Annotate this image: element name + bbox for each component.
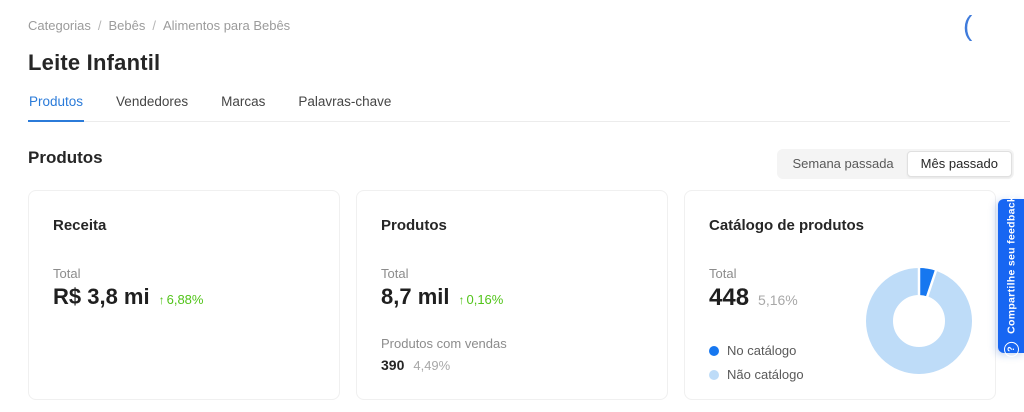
up-arrow-icon: ↑	[158, 293, 165, 307]
breadcrumb-separator: /	[97, 18, 102, 33]
toggle-mes-passado[interactable]: Mês passado	[906, 151, 1012, 177]
loading-spinner-icon: (	[963, 10, 973, 41]
breadcrumb: Categorias / Bebês / Alimentos para Bebê…	[28, 18, 290, 33]
legend-label: Não catálogo	[727, 367, 804, 382]
card-title: Receita	[53, 217, 107, 234]
sales-label: Produtos com vendas	[381, 336, 507, 351]
catalogo-total-value: 448	[709, 284, 750, 311]
total-label: Total	[53, 266, 81, 281]
total-label: Total	[381, 266, 409, 281]
feedback-tab-button[interactable]: ? Compartilhe seu feedback	[998, 195, 1024, 357]
tab-produtos[interactable]: Produtos	[28, 92, 85, 122]
card-produtos: Produtos Total 8,7 mil ↑ 0,16% Produtos c…	[356, 190, 668, 400]
period-toggle: Semana passada Mês passado	[777, 149, 1014, 179]
section-title: Produtos	[28, 148, 103, 167]
breadcrumb-item-bebes[interactable]: Bebês	[108, 18, 146, 33]
stats-cards-row: Receita Total R$ 3,8 mi ↑ 6,88% Produtos …	[28, 190, 996, 400]
catalog-donut	[866, 266, 972, 374]
breadcrumb-separator: /	[152, 18, 156, 33]
receita-change: ↑ 6,88%	[159, 292, 204, 307]
catalog-donut-chart	[865, 266, 973, 375]
produtos-change: ↑ 0,16%	[458, 292, 503, 307]
card-title: Catálogo de produtos	[709, 217, 864, 234]
catalogo-total-pct: 5,16%	[758, 292, 798, 308]
tab-bar: Produtos Vendedores Marcas Palavras-chav…	[28, 92, 1010, 122]
legend-dot-icon	[709, 345, 719, 356]
legend-dot-icon	[709, 369, 719, 380]
sales-value: 390	[381, 357, 405, 373]
receita-change-pct: 6,88%	[166, 292, 204, 307]
sales-pct: 4,49%	[413, 358, 451, 373]
legend-item-no-catalogo[interactable]: No catálogo	[709, 343, 879, 358]
tab-vendedores[interactable]: Vendedores	[116, 94, 189, 109]
tab-marcas[interactable]: Marcas	[221, 94, 266, 109]
card-catalogo: Catálogo de produtos Total 448 5,16% No …	[684, 190, 996, 400]
produtos-change-pct: 0,16%	[466, 292, 504, 307]
tab-palavras-chave[interactable]: Palavras-chave	[298, 94, 392, 109]
toggle-semana-passada[interactable]: Semana passada	[792, 156, 894, 171]
breadcrumb-item-alimentos[interactable]: Alimentos para Bebês	[163, 18, 291, 33]
card-receita: Receita Total R$ 3,8 mi ↑ 6,88%	[28, 190, 340, 400]
card-title: Produtos	[381, 217, 447, 234]
legend-label: No catálogo	[727, 343, 797, 358]
up-arrow-icon: ↑	[458, 293, 465, 307]
legend-item-nao-catalogo[interactable]: Não catálogo	[709, 367, 879, 382]
page-title: Leite Infantil	[28, 50, 161, 75]
donut-legend: No catálogo Não catálogo	[709, 343, 879, 382]
produtos-total-value: 8,7 mil	[381, 284, 450, 309]
receita-total-value: R$ 3,8 mi	[53, 284, 150, 309]
question-circle-icon: ?	[1003, 341, 1019, 357]
total-label: Total	[709, 266, 737, 281]
feedback-tab-label: Compartilhe seu feedback	[1005, 195, 1017, 334]
breadcrumb-item-categorias[interactable]: Categorias	[28, 18, 91, 33]
